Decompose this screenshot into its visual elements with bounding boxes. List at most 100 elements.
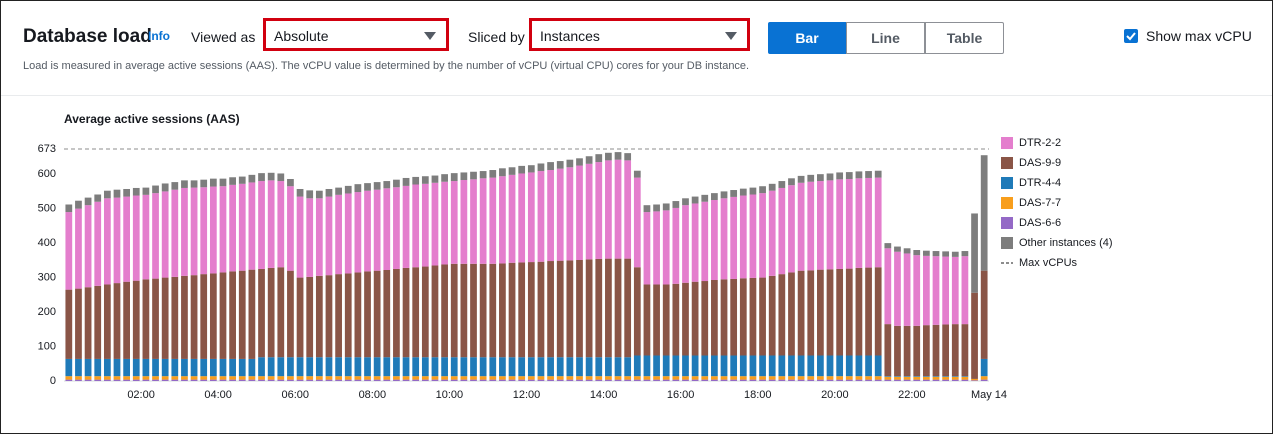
bar-segment xyxy=(913,255,921,326)
bar-segment xyxy=(335,376,342,380)
bar-segment xyxy=(797,182,805,271)
y-tick-label: 100 xyxy=(38,340,56,352)
bar-segment xyxy=(951,379,959,381)
bar-segment xyxy=(961,251,969,257)
bar-segment xyxy=(720,279,728,356)
bar-segment xyxy=(682,198,689,206)
bar-segment xyxy=(267,379,275,381)
bar-segment xyxy=(797,376,805,380)
bar-segment xyxy=(730,355,738,377)
bar-segment xyxy=(393,268,400,358)
bar-segment xyxy=(585,156,593,164)
bar-segment xyxy=(248,376,256,380)
bar-segment xyxy=(797,270,805,356)
bar-segment xyxy=(624,379,632,381)
bar-segment xyxy=(845,376,853,380)
bar-segment xyxy=(691,355,699,377)
bar-segment xyxy=(344,379,352,381)
bar-segment xyxy=(836,172,844,180)
view-button[interactable]: Bar xyxy=(768,22,846,54)
bar-segment xyxy=(412,176,420,185)
bar-segment xyxy=(653,376,660,380)
view-button[interactable]: Line xyxy=(846,22,925,54)
x-tick-label: 14:00 xyxy=(590,389,618,401)
y-tick-label: 0 xyxy=(50,375,56,387)
bar-segment xyxy=(922,379,930,381)
checkbox[interactable] xyxy=(1124,29,1138,43)
bar-segment xyxy=(672,379,680,381)
viewed-as-select[interactable]: Absolute xyxy=(263,18,449,51)
bar-segment xyxy=(739,376,747,380)
bar-segment xyxy=(518,173,526,263)
bar-segment xyxy=(364,357,371,377)
bar-segment xyxy=(296,376,304,380)
view-button[interactable]: Table xyxy=(925,22,1004,54)
bar-segment xyxy=(200,379,208,381)
bar-segment xyxy=(942,251,950,257)
bar-segment xyxy=(527,262,535,358)
bar-segment xyxy=(171,358,179,377)
bar-segment xyxy=(894,376,901,380)
bar-segment xyxy=(152,358,159,377)
sliced-by-select[interactable]: Instances xyxy=(529,18,750,51)
bar-segment xyxy=(171,379,179,381)
bar-segment xyxy=(865,177,872,268)
bar-segment xyxy=(788,178,795,186)
select-value: Instances xyxy=(540,28,600,44)
bar-segment xyxy=(181,187,188,276)
bar-segment xyxy=(547,261,554,358)
bar-segment xyxy=(903,253,911,326)
bar-segment xyxy=(171,376,179,380)
bar-segment xyxy=(152,376,159,380)
bar-segment xyxy=(942,379,950,381)
bar-segment xyxy=(489,357,497,377)
bar-segment xyxy=(238,379,246,381)
bar-segment xyxy=(219,379,227,381)
bar-segment xyxy=(662,210,670,285)
bar-segment xyxy=(335,357,342,377)
bar-segment xyxy=(132,280,140,359)
dropdown-caret xyxy=(725,32,737,40)
bar-segment xyxy=(489,177,497,264)
bar-segment xyxy=(315,198,323,276)
bar-segment xyxy=(306,276,314,358)
bar-segment xyxy=(200,358,208,377)
bar-segment xyxy=(441,357,448,377)
bar-segment xyxy=(720,376,728,380)
bar-segment xyxy=(344,193,352,274)
bar-segment xyxy=(383,376,391,380)
bar-segment xyxy=(807,355,815,377)
legend-swatch xyxy=(1001,177,1013,189)
bar-segment xyxy=(499,376,506,380)
bar-segment xyxy=(248,358,256,377)
x-tick-label: 20:00 xyxy=(821,389,849,401)
bar-segment xyxy=(768,275,776,356)
bar-segment xyxy=(537,379,545,381)
bar-segment xyxy=(913,379,921,381)
bar-segment xyxy=(922,376,930,377)
bar-segment xyxy=(874,170,882,178)
info-link[interactable]: Info xyxy=(148,29,170,43)
bar-segment xyxy=(248,174,256,183)
bar-segment xyxy=(566,260,574,358)
bar-segment xyxy=(393,357,400,377)
bar-segment xyxy=(691,376,699,380)
x-tick-label: 12:00 xyxy=(513,389,541,401)
bar-segment xyxy=(84,376,92,380)
bar-segment xyxy=(364,379,371,381)
bar-segment xyxy=(238,376,246,380)
bar-segment xyxy=(633,379,641,381)
bar-segment xyxy=(913,250,921,256)
checkbox-label[interactable]: Show max vCPU xyxy=(1146,28,1252,44)
bar-segment xyxy=(325,196,333,276)
bar-segment xyxy=(499,168,506,177)
bar-segment xyxy=(691,196,699,204)
bar-segment xyxy=(431,376,439,380)
bar-segment xyxy=(903,248,911,254)
bar-segment xyxy=(922,376,930,380)
bar-segment xyxy=(922,255,930,326)
x-tick-label: 16:00 xyxy=(667,389,695,401)
bar-segment xyxy=(913,376,921,377)
bar-segment xyxy=(576,376,583,380)
bar-segment xyxy=(489,379,497,381)
